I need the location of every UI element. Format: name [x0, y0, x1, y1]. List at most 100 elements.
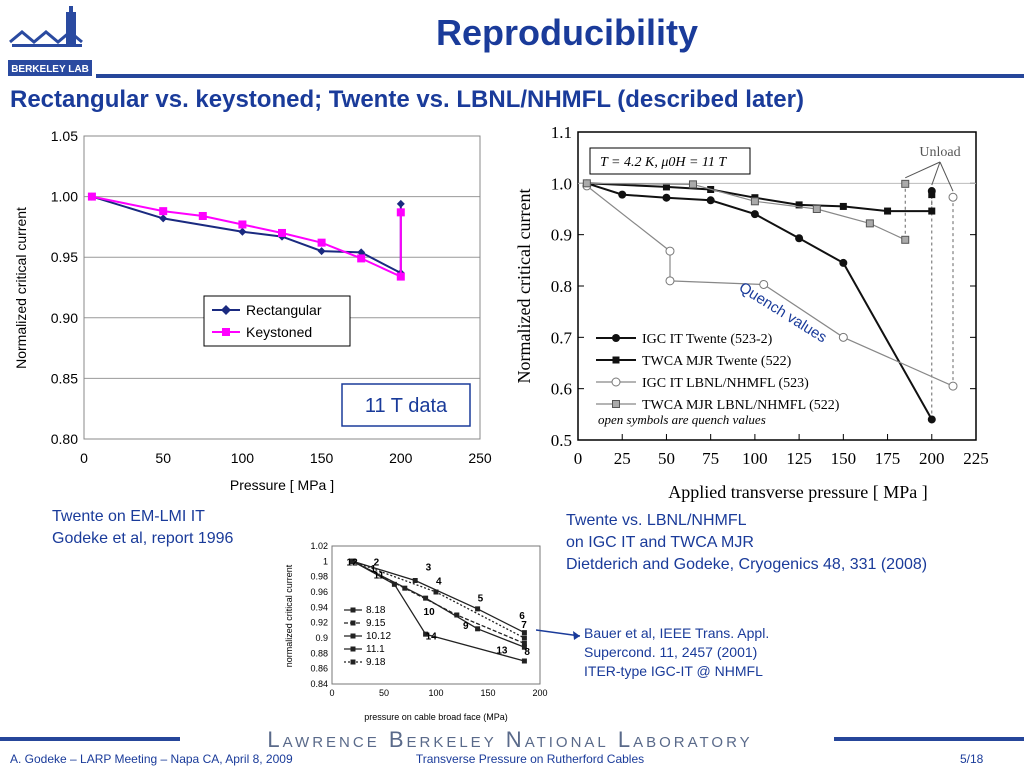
c1-xtick-label: 100: [231, 450, 255, 466]
c1-series: [87, 192, 405, 281]
c1-annotation-box: [341, 383, 471, 427]
c1-point-keystoned: [317, 238, 326, 247]
c3-point-label: 3: [426, 563, 432, 574]
c2-series-line-2: [586, 185, 954, 387]
chart-rect-vs-keystoned: 0.800.850.900.951.001.050 50 100 150 200 250 …: [13, 128, 492, 493]
c2-point: [665, 246, 675, 256]
caption-twente-line1: Twente on EM-LMI IT: [52, 508, 205, 525]
caption-twente-line2: Godeke et al, report 1996: [52, 530, 234, 547]
c2-point: [662, 183, 670, 191]
c3-point-labels: 12 2 34 5 67 8 9 10 11 13 14 1: [347, 557, 531, 658]
c1-xtick-label: 0: [80, 450, 88, 466]
c3-ytick-label: 0.86: [310, 664, 328, 674]
c1-point-keystoned: [396, 272, 405, 281]
c3-ytick-label: 0.94: [310, 602, 328, 612]
c3-ylabel: normalized critical current: [284, 564, 294, 667]
c3-xtick-label: 0: [329, 688, 334, 698]
c2-unload-arrow: [905, 161, 941, 179]
c2-legend-marker: [612, 356, 620, 364]
c3-point: [475, 626, 481, 632]
c2-ytick-label: 0.9: [551, 226, 572, 245]
c2-point: [812, 205, 821, 213]
c3-point: [412, 578, 418, 583]
c2-xtick-label: 25: [614, 449, 631, 468]
caption-twente: Twente on EM-LMI IT Godeke et al, report…: [52, 506, 233, 550]
c1-point-rectangular: [396, 199, 405, 208]
c2-xtick-label: 175: [875, 449, 901, 468]
header-rule: [96, 74, 1024, 78]
c3-legend-marker: [350, 659, 356, 665]
c3-point-label: 11: [374, 570, 385, 581]
c2-series: [582, 161, 958, 424]
c2-point: [706, 196, 715, 205]
c2-point: [750, 210, 759, 219]
c3-legend-label: 9.15: [366, 618, 386, 629]
c2-tick-labels: 0.5 0.6 0.7 0.8 0.9 1.0 1.1 0 25 50 75 100 125 150 175…: [551, 123, 989, 468]
caption-bauer: Bauer et al, IEEE Trans. Appl. Supercond…: [584, 624, 769, 681]
c1-xtick-label: 250: [468, 450, 492, 466]
page-title: Reproducibility: [435, 12, 699, 53]
c3-series-line: [352, 560, 525, 662]
c2-point: [795, 234, 804, 243]
c1-xtick-label: 50: [155, 450, 171, 466]
c3-legend-marker: [350, 646, 356, 652]
c3-point-label: 8: [524, 647, 530, 658]
c2-point: [839, 258, 848, 267]
c1-xlabel: Pressure [ MPa ]: [230, 477, 334, 493]
c2-xtick-label: 200: [919, 449, 945, 468]
c2-xtick-label: 150: [831, 449, 857, 468]
c1-point-rectangular: [317, 247, 326, 256]
c3-point-label: 1: [370, 564, 376, 575]
c3-series-line: [352, 560, 525, 634]
c2-legend-label: IGC IT LBNL/NHMFL (523): [642, 376, 809, 391]
c2-xtick-label: 125: [786, 449, 812, 468]
c3-tick-labels: 0.84 0.86 0.88 0.9 0.92 0.94 0.96 0.98 1 1.02 0 50 1…: [310, 541, 547, 698]
c3-point: [521, 658, 527, 664]
c3-point-label: 2: [374, 557, 380, 568]
c1-point-rectangular: [159, 214, 168, 223]
c1-point-keystoned: [396, 208, 405, 217]
c3-xtick-label: 150: [480, 688, 495, 698]
c1-xtick-label: 150: [310, 450, 334, 466]
c1-ytick-label: 0.85: [51, 370, 78, 386]
c1-tick-labels: 0.80 0.85 0.90 0.95 1.00 1.05 0 50 100 150 200 250: [51, 128, 492, 466]
c2-point: [665, 276, 675, 286]
c1-legend: Rectangular Keystoned: [203, 295, 351, 347]
c1-point-rectangular: [357, 248, 366, 257]
c3-legend-label: 9.18: [366, 657, 386, 668]
c3-ytick-label: 0.92: [310, 618, 328, 628]
c3-xlabel: pressure on cable broad face (MPa): [364, 712, 508, 722]
footer-left: A. Godeke – LARP Meeting – Napa CA, Apri…: [10, 752, 293, 766]
c3-point-label: 13: [496, 646, 508, 657]
c2-point: [948, 192, 958, 202]
c3-series-line: [352, 560, 525, 648]
c2-xtick-label: 50: [658, 449, 675, 468]
c1-xtick-label: 200: [389, 450, 413, 466]
footer-band: [0, 737, 1024, 741]
c3-legend-marker: [350, 633, 356, 639]
c1-ytick-label: 0.90: [51, 310, 78, 326]
c3-point: [521, 635, 527, 641]
c2-condition-box: [589, 147, 751, 175]
c2-legend-marker: [612, 334, 620, 342]
caption-bauer-line2: Supercond. 11, 2457 (2001): [584, 644, 758, 660]
c2-point: [927, 415, 936, 424]
c2-legend-label: TWCA MJR LBNL/NHMFL (522): [642, 398, 840, 413]
c2-series-line-3: [586, 182, 906, 241]
c2-series-line-0: [586, 182, 933, 420]
c1-legend-label-rect: Rectangular: [246, 302, 322, 318]
c2-ylabel: Normalized critical current: [514, 189, 534, 384]
caption-lbnl: Twente vs. LBNL/NHMFL on IGC IT and TWCA…: [566, 510, 927, 576]
c3-ytick-label: 0.84: [310, 679, 328, 689]
c3-point-label: 7: [521, 620, 527, 631]
c1-point-keystoned: [159, 207, 168, 216]
c2-point: [865, 219, 874, 228]
c3-point-label: 12: [347, 557, 359, 568]
c3-legend-marker: [350, 620, 356, 626]
c3-point: [521, 644, 527, 650]
page-subtitle: Rectangular vs. keystoned; Twente vs. LB…: [10, 86, 804, 113]
c3-point: [521, 630, 527, 636]
c1-point-keystoned: [238, 220, 247, 229]
c3-ytick-label: 0.9: [315, 633, 328, 643]
c3-point: [423, 631, 429, 637]
